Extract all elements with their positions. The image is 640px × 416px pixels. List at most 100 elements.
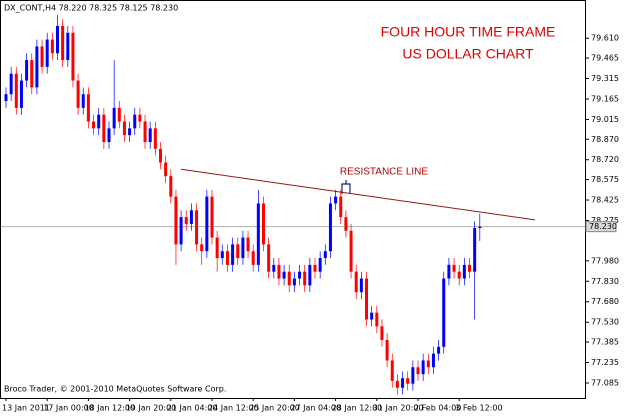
candle-body [92,121,96,129]
candle-body [390,360,394,381]
candle-body [468,264,471,272]
candle-body [9,73,13,95]
candle-body [359,278,363,293]
candle-body [328,203,332,252]
y-tick-label: 78.575 [591,175,619,184]
candle-body [81,94,85,108]
x-tick-label: 18 Jan 12:00 [84,404,135,413]
candle-body [416,367,420,375]
x-tick-label: 13 Jan 2011 [2,404,50,413]
candle-body [220,251,224,259]
candle-body [195,210,199,245]
candle-body [4,94,8,102]
candle-body [225,251,229,265]
candle-body [318,258,322,272]
candle-body [19,80,23,108]
candle-body [339,196,343,218]
y-tick-label: 79.315 [591,74,619,83]
candle-body [40,46,44,67]
candle-body [56,25,59,54]
candle-body [349,230,353,272]
candle-body [25,60,29,81]
candle-body [282,271,286,279]
x-tick-label: 31 Jan 20:00 [373,404,424,413]
candle-body [287,271,291,286]
x-tick-label: 27 Jan 04:00 [290,404,341,413]
candle-body [262,203,265,245]
candle-body [421,360,425,375]
candle-body [210,196,214,238]
current-price-label: 78.230 [589,222,617,231]
y-tick-label: 77.680 [591,297,619,306]
candle-body [107,128,111,142]
candle-body [128,128,132,136]
candle-body [323,251,327,259]
plot-frame [0,0,586,399]
y-tick-label: 79.465 [591,54,619,63]
chart-subtitle: US DOLLAR CHART [402,46,534,62]
chart-title: FOUR HOUR TIME FRAME [381,24,556,40]
candle-body [426,360,430,368]
candle-body [478,226,482,229]
candle-body [97,114,101,129]
chart-header: DX_CONT,H4 78.220 78.325 78.125 78.230 [4,4,178,13]
candle-body [473,228,477,272]
candle-body [380,326,384,340]
resistance-label: RESISTANCE LINE [340,167,428,178]
candle-body [153,128,157,149]
candle-body [241,237,245,259]
candle-body [442,278,446,347]
candle-body [344,217,348,231]
x-tick-label: 19 Jan 20:00 [126,404,177,413]
candle-body [133,114,137,129]
candle-body [313,264,317,272]
y-tick-label: 77.235 [591,358,619,367]
y-tick-label: 78.720 [591,155,619,164]
candle-body [267,244,271,272]
y-tick-label: 77.385 [591,338,619,347]
footer: Broco Trader, © 2001-2010 MetaQuotes Sof… [4,385,226,394]
candle-body [236,244,240,259]
candle-body [437,346,441,354]
candle-body [395,380,399,388]
candle-body [246,237,250,252]
candle-body [102,114,106,142]
current-price-box [585,221,617,233]
candle-body [117,107,121,122]
y-tick-label: 79.015 [591,115,619,124]
candle-body [14,73,18,108]
candle-body [277,264,281,279]
x-tick-label: 2 Feb 04:00 [414,404,461,413]
x-tick-label: 24 Jan 12:00 [208,404,259,413]
x-tick-label: 17 Jan 00:00 [43,404,94,413]
candle-body [164,162,168,177]
candle-body [50,39,54,54]
candle-body [45,39,49,67]
x-tick-label: 28 Jan 12:00 [332,404,383,413]
candle-body [457,271,461,279]
candle-body [401,378,405,388]
candle-body [231,244,235,265]
candle-body [86,94,90,122]
candle-body [298,271,302,279]
y-tick-label: 77.980 [591,256,619,265]
y-tick-label: 79.610 [591,34,619,43]
candle-body [215,237,219,259]
candle-body [385,339,389,361]
candle-body [375,312,379,327]
candle-body [205,196,209,252]
x-tick-label: 21 Jan 04:00 [167,404,218,413]
y-tick-label: 78.425 [591,196,619,205]
y-tick-label: 77.530 [591,318,619,327]
candle-body [122,121,126,136]
candle-body [148,128,152,142]
candle-body [138,114,142,122]
candle-body [452,264,456,272]
candle-body [334,196,338,204]
candle-body [365,278,368,320]
y-tick-label: 79.165 [591,94,619,103]
candle-body [179,217,183,245]
y-tick-label: 78.870 [591,135,619,144]
y-tick-label: 77.830 [591,277,619,286]
